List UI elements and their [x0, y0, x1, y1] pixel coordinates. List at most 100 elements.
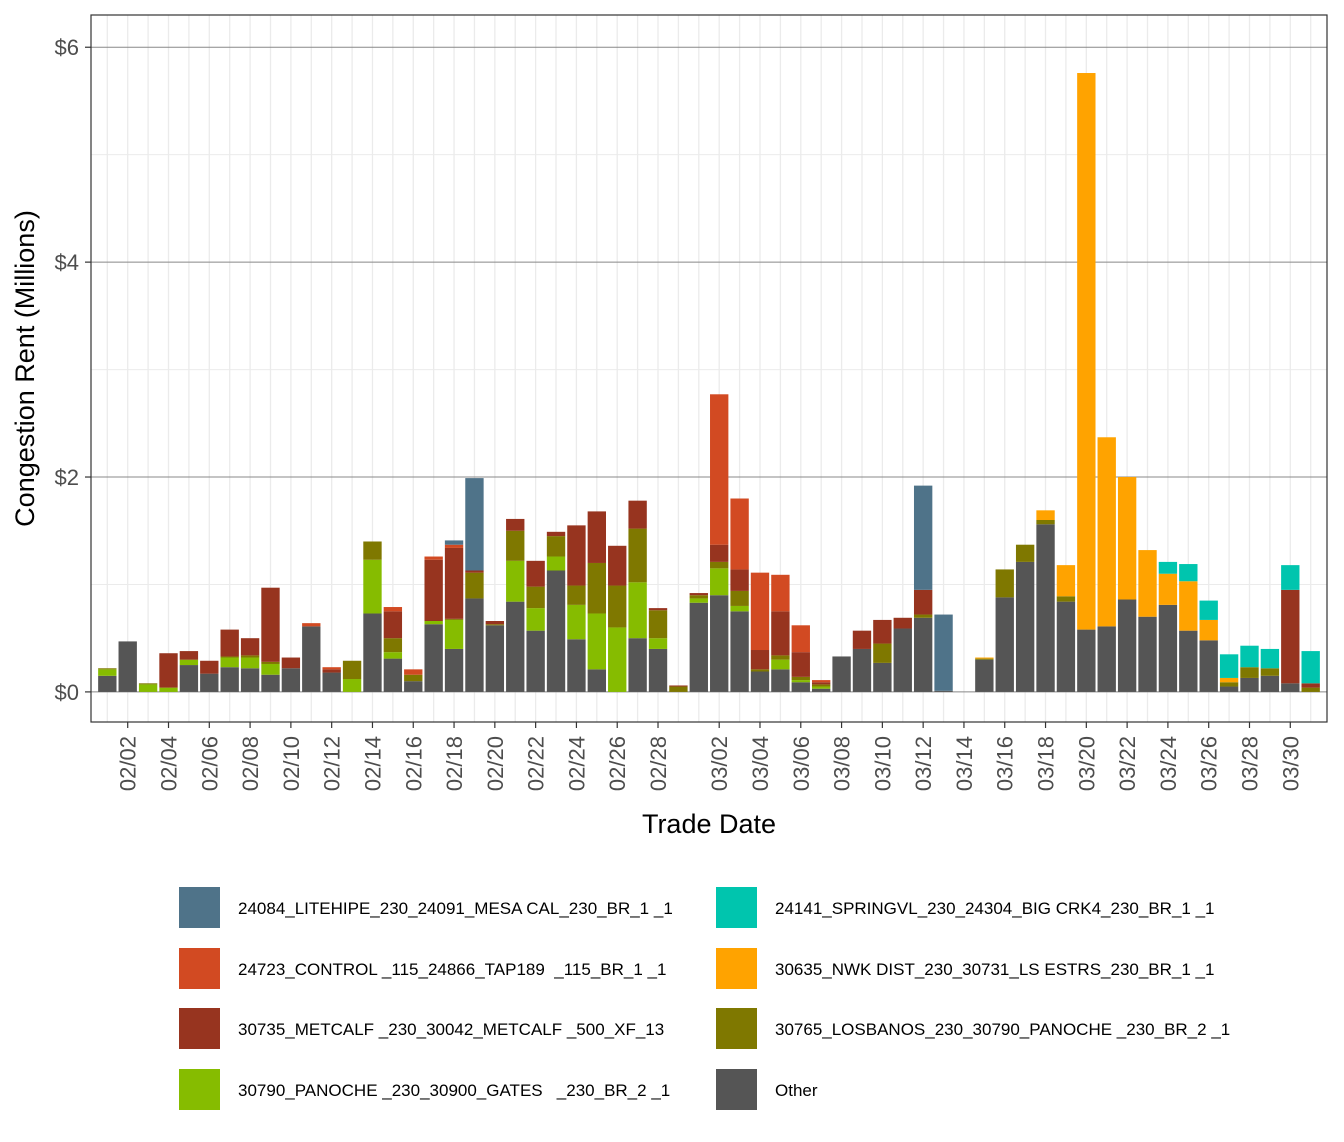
- bar-segment: [1015, 561, 1035, 692]
- bar-segment: [1056, 601, 1076, 692]
- bar-segment: [1158, 561, 1178, 574]
- legend-swatch: [716, 1069, 757, 1110]
- bar-segment: [628, 582, 647, 639]
- bar-segment: [730, 498, 749, 570]
- bar-segment: [485, 624, 505, 626]
- bar-segment: [465, 570, 484, 573]
- bar-segment: [873, 662, 892, 692]
- bar-segment: [342, 679, 362, 692]
- bar-segment: [261, 587, 280, 662]
- bar-segment: [934, 690, 953, 692]
- bar-segment: [444, 618, 464, 620]
- bar-segment: [628, 500, 647, 529]
- bar-segment: [913, 614, 933, 618]
- bar-segment: [689, 598, 708, 603]
- bar-segment: [730, 569, 749, 591]
- bar-segment: [281, 657, 301, 669]
- bar-segment: [1281, 683, 1300, 692]
- bar-segment: [98, 675, 117, 692]
- bar-segment: [812, 680, 831, 683]
- bar-segment: [404, 674, 423, 682]
- bar-segment: [506, 518, 525, 531]
- legend-label: 30765_LOSBANOS_230_30790_PANOCHE _230_BR…: [775, 1020, 1230, 1039]
- bar-segment: [261, 674, 280, 692]
- bar-segment: [934, 614, 953, 691]
- bar-segment: [975, 657, 994, 659]
- legend-item: 30735_METCALF _230_30042_METCALF _500_XF…: [179, 1008, 664, 1049]
- bar-segment: [1219, 686, 1239, 692]
- bar-segment: [465, 478, 484, 571]
- legend-item: 24084_LITEHIPE_230_24091_MESA CAL_230_BR…: [179, 887, 673, 928]
- bar-segment: [812, 684, 831, 687]
- bar-segment: [689, 595, 708, 599]
- bar-segment: [608, 627, 627, 692]
- bar-segment: [546, 556, 566, 571]
- bar-segment: [893, 628, 912, 692]
- x-tick-label: 03/10: [870, 736, 895, 791]
- x-tick-label: 02/18: [442, 736, 467, 791]
- bar-segment: [587, 511, 606, 563]
- bar-segment: [730, 611, 749, 692]
- x-tick-label: 03/08: [830, 736, 855, 791]
- legend-item: 24723_CONTROL _115_24866_TAP189 _115_BR_…: [179, 948, 666, 989]
- x-tick-label: 03/28: [1237, 736, 1262, 791]
- x-tick-label: 03/22: [1115, 736, 1140, 791]
- bar-segment: [648, 610, 668, 639]
- bar-segment: [363, 613, 382, 692]
- bar-segment: [1117, 599, 1137, 692]
- bar-segment: [852, 630, 872, 649]
- x-tick-label: 03/26: [1197, 736, 1222, 791]
- bar-segment: [1240, 645, 1259, 668]
- bar-segment: [200, 660, 219, 674]
- bar-segment: [1260, 668, 1280, 676]
- x-tick-label: 02/10: [279, 736, 304, 791]
- bar-segment: [383, 607, 403, 612]
- bar-segment: [669, 685, 688, 687]
- bar-segment: [281, 668, 301, 692]
- bar-segment: [444, 619, 464, 649]
- bar-segment: [1199, 640, 1218, 692]
- bar-segment: [342, 660, 362, 680]
- bar-segment: [200, 673, 219, 692]
- bar-segment: [791, 676, 810, 681]
- bar-segment: [710, 568, 729, 596]
- legend-swatch: [179, 1008, 220, 1049]
- bar-segment: [791, 652, 810, 677]
- bar-segment: [852, 648, 872, 692]
- bar-segment: [1056, 565, 1076, 597]
- bar-segment: [750, 572, 770, 651]
- bar-segment: [587, 562, 606, 614]
- x-tick-label: 02/08: [238, 736, 263, 791]
- bar-segment: [587, 669, 606, 692]
- bar-segment: [179, 665, 199, 692]
- bar-segment: [506, 560, 525, 602]
- bar-segment: [546, 531, 566, 537]
- x-tick-label: 02/12: [320, 736, 345, 791]
- bar-segment: [567, 639, 586, 692]
- bar-segment: [240, 655, 260, 658]
- bar-segment: [138, 684, 158, 692]
- x-tick-label: 03/04: [748, 736, 773, 791]
- bar-segment: [1097, 626, 1116, 692]
- x-tick-label: 03/18: [1034, 736, 1059, 791]
- legend-swatch: [179, 887, 220, 928]
- bar-segment: [424, 556, 443, 560]
- legend-item: 30790_PANOCHE _230_30900_GATES _230_BR_2…: [179, 1069, 670, 1110]
- bar-segment: [261, 663, 280, 675]
- bar-segment: [465, 598, 484, 692]
- bar-segment: [383, 638, 403, 653]
- bar-segment: [546, 536, 566, 557]
- x-tick-label: 02/22: [524, 736, 549, 791]
- bar-segment: [771, 611, 790, 656]
- legend-item: 24141_SPRINGVL_230_24304_BIG CRK4_230_BR…: [716, 887, 1215, 928]
- bar-segment: [444, 547, 464, 619]
- bar-segment: [526, 608, 545, 631]
- panel-border: [90, 14, 1328, 723]
- legend-label: 24141_SPRINGVL_230_24304_BIG CRK4_230_BR…: [775, 899, 1215, 918]
- bar-segment: [98, 669, 117, 676]
- legend-swatch: [716, 1008, 757, 1049]
- legend-swatch: [716, 887, 757, 928]
- bar-segment: [710, 561, 729, 569]
- bar-segment: [1179, 630, 1198, 692]
